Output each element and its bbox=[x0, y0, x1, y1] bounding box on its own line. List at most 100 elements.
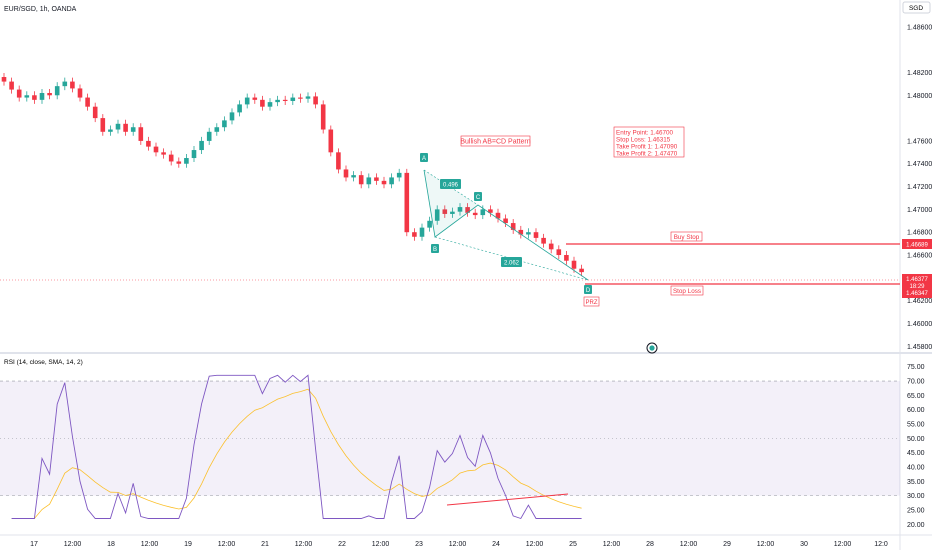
rsi-band bbox=[0, 381, 900, 496]
rsi-tick-label: 35.00 bbox=[907, 479, 925, 486]
rsi-tick-label: 20.00 bbox=[907, 522, 925, 529]
time-tick-label: 24 bbox=[492, 541, 500, 548]
time-tick-label: 12:00 bbox=[757, 541, 775, 548]
candle-body bbox=[541, 237, 546, 244]
time-tick-label: 18 bbox=[107, 541, 115, 548]
candle-body bbox=[206, 131, 212, 141]
time-tick-label: 23 bbox=[415, 541, 423, 548]
candle-body bbox=[374, 177, 379, 181]
price-tick-label: 1.46600 bbox=[907, 253, 932, 260]
rsi-label: RSI (14, close, SMA, 14, 2) bbox=[4, 359, 83, 366]
candle-body bbox=[298, 97, 303, 99]
candle-body bbox=[343, 169, 349, 178]
candle-body bbox=[191, 150, 197, 159]
rsi-tick-label: 25.00 bbox=[907, 507, 925, 514]
time-tick-label: 12:0 bbox=[874, 541, 888, 548]
point-a-label: A bbox=[422, 156, 426, 162]
pattern-title-box bbox=[460, 135, 531, 147]
time-tick-label: 17 bbox=[30, 541, 38, 548]
candle-body bbox=[404, 172, 410, 233]
candle-body bbox=[222, 120, 227, 128]
candle-body bbox=[442, 209, 448, 214]
candle-body bbox=[62, 81, 68, 87]
candle-body bbox=[267, 102, 273, 107]
candle-body bbox=[336, 152, 341, 170]
candle-body bbox=[328, 129, 334, 153]
candle-body bbox=[533, 232, 539, 238]
price-pane[interactable] bbox=[0, 0, 900, 352]
pattern-legs bbox=[423, 169, 589, 281]
candle-body bbox=[9, 81, 14, 90]
candle-body bbox=[176, 161, 182, 164]
abcd-pattern[interactable]: A B C D 0.496 2.062 PRZ Bullish AB=CD Pa… bbox=[420, 135, 600, 307]
point-c-marker bbox=[474, 192, 482, 201]
rsi-tick-label: 75.00 bbox=[907, 364, 925, 371]
time-tick-label: 12:00 bbox=[218, 541, 236, 548]
price-tick-label: 1.48000 bbox=[907, 93, 932, 100]
candle-body bbox=[434, 209, 440, 221]
pattern-title: Bullish AB=CD Pattern bbox=[460, 139, 530, 146]
candle-body bbox=[92, 106, 98, 119]
rsi-tick-label: 50.00 bbox=[907, 436, 925, 443]
price-tick-label: 1.47600 bbox=[907, 138, 932, 145]
candle-body bbox=[39, 92, 45, 100]
candle-body bbox=[351, 175, 356, 178]
rsi-tick-label: 65.00 bbox=[907, 393, 925, 400]
trade-stop: Stop Loss: 1.46315 bbox=[616, 137, 671, 144]
candle-body bbox=[320, 104, 326, 130]
rsi-y-ticks: 75.00 70.00 65.00 60.00 55.00 50.00 45.00 40.00… bbox=[907, 364, 925, 529]
candle-body bbox=[495, 212, 501, 219]
price-tick-label: 1.47000 bbox=[907, 207, 932, 214]
rsi-tick-label: 60.00 bbox=[907, 407, 925, 414]
candle-body bbox=[419, 227, 425, 237]
trade-tp2: Take Profit 2: 1.47470 bbox=[616, 151, 678, 158]
candle-body bbox=[548, 243, 554, 250]
buy-stop-value: 1.46689 bbox=[906, 243, 928, 249]
candle-body bbox=[313, 96, 318, 105]
candle-body bbox=[480, 209, 486, 216]
point-d-marker bbox=[584, 285, 592, 294]
candle-body bbox=[161, 152, 166, 155]
candle-body bbox=[450, 211, 455, 214]
candles bbox=[1, 73, 584, 277]
rsi-tick-label: 70.00 bbox=[907, 379, 925, 386]
abc-fill bbox=[424, 170, 478, 237]
candle-body bbox=[16, 89, 22, 98]
point-b-label: B bbox=[433, 247, 437, 253]
currency-badge[interactable] bbox=[902, 1, 931, 14]
buy-stop-box bbox=[670, 231, 703, 242]
candle-body bbox=[168, 154, 174, 162]
candle-body bbox=[275, 99, 280, 103]
stop-loss-level[interactable]: Stop Loss 1.46377 18:29 1.46347 bbox=[585, 274, 932, 298]
time-axis-ticks: 17 12:00 18 12:00 19 12:00 21 12:00 22 12:00 23 12:… bbox=[30, 541, 888, 548]
candle-body bbox=[396, 172, 402, 178]
ratio-cd-label: 2.062 bbox=[504, 261, 520, 267]
stop-loss-label: Stop Loss bbox=[673, 288, 701, 295]
trade-box[interactable]: Entry Point: 1.46700 Stop Loss: 1.46315 … bbox=[613, 126, 685, 158]
point-d-label: D bbox=[586, 288, 591, 294]
candle-body bbox=[282, 99, 288, 101]
candle-body bbox=[526, 232, 531, 235]
prz-label: PRZ bbox=[586, 300, 598, 306]
ratio-cd-badge bbox=[501, 257, 522, 267]
candle-body bbox=[214, 127, 220, 132]
stop-loss-box bbox=[670, 285, 704, 296]
candle-body bbox=[260, 99, 265, 107]
time-tick-label: 12:00 bbox=[526, 541, 544, 548]
candle-body bbox=[54, 86, 60, 96]
stop-loss-value: 1.46347 bbox=[906, 291, 928, 297]
candle-body bbox=[108, 129, 113, 132]
prz-box bbox=[583, 296, 600, 307]
trade-tp1: Take Profit 1: 1.47090 bbox=[616, 144, 678, 151]
rsi-tick-label: 40.00 bbox=[907, 464, 925, 471]
price-tick-label: 1.47200 bbox=[907, 184, 932, 191]
candle-body bbox=[472, 212, 478, 216]
buy-stop-level[interactable]: Buy Stop 1.46689 bbox=[566, 231, 932, 249]
candle-body bbox=[389, 177, 394, 185]
candle-body bbox=[571, 260, 577, 269]
rsi-ma-line bbox=[11, 388, 582, 519]
trade-box-frame bbox=[613, 126, 685, 158]
point-a-marker bbox=[420, 153, 428, 162]
candle-body bbox=[123, 123, 128, 132]
